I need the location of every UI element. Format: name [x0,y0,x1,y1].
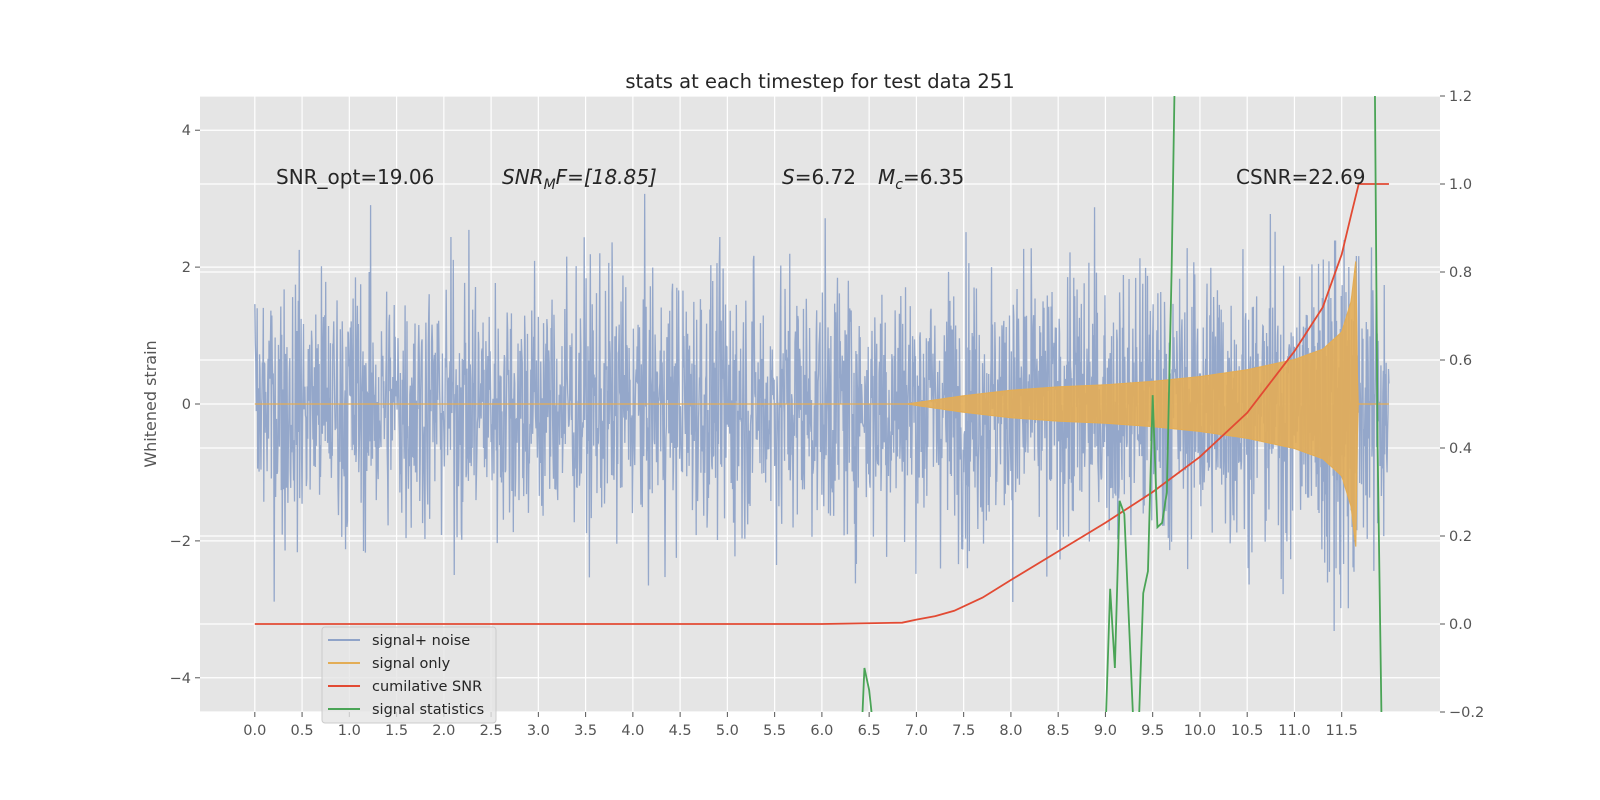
legend-label-cumulative-snr: cumilative SNR [372,679,482,695]
x-tick-label: 10.5 [1231,723,1263,739]
y-tick-label: 0 [182,397,191,413]
y-axis-left: 4 2 0 −2 −4 [170,123,200,687]
annotation-snr-mf: SNRMF=[18.85] [502,165,657,193]
x-tick-label: 1.5 [385,723,408,739]
x-tick-label: 7.5 [952,723,975,739]
s-symbol: S [782,165,795,189]
snr-mf-symbol: SNR [502,165,544,189]
y-tick-label: −2 [170,534,191,550]
legend: signal+ noise signal only cumilative SNR… [321,626,497,724]
x-tick-label: 3.0 [527,723,550,739]
x-tick-label: 9.0 [1094,723,1117,739]
x-tick-label: 0.5 [291,723,314,739]
y2-tick-label: 0.0 [1449,617,1472,633]
x-tick-label: 1.0 [338,723,361,739]
y-axis-label: Whitened strain [141,340,160,467]
chart-title: stats at each timestep for test data 251 [625,70,1014,93]
x-tick-label: 2.5 [480,723,503,739]
y-axis-right: 1.2 1.0 0.8 0.6 0.4 0.2 0.0 −0.2 [1440,89,1484,721]
y-tick-label: 2 [182,260,191,276]
x-tick-label: 8.0 [999,723,1022,739]
y2-tick-label: 0.6 [1449,353,1472,369]
y2-tick-label: 0.4 [1449,441,1472,457]
series-signal-statistics [861,96,1383,712]
x-tick-label: 5.5 [763,723,786,739]
x-tick-label: 2.0 [432,723,455,739]
y2-tick-label: 1.2 [1449,89,1472,105]
mc-value: =6.35 [903,165,964,189]
legend-box [321,626,497,724]
annotation-mc: Mc=6.35 [878,165,964,193]
x-tick-label: 8.5 [1047,723,1070,739]
x-tick-label: 4.0 [621,723,644,739]
x-tick-label: 11.0 [1278,723,1310,739]
x-tick-label: 10.0 [1184,723,1216,739]
x-tick-label: 7.0 [905,723,928,739]
legend-label-signal-noise: signal+ noise [372,633,470,649]
x-tick-label: 11.5 [1326,723,1358,739]
x-tick-label: 6.0 [810,723,833,739]
series-layer [254,96,1390,712]
series-cumulative-snr [254,183,1389,625]
y2-tick-label: 1.0 [1449,177,1472,193]
annotation-snr-opt: SNR_opt=19.06 [276,165,434,189]
mc-subscript: c [895,177,903,193]
legend-label-signal-only: signal only [372,656,451,672]
y-tick-label: −4 [170,671,191,687]
x-tick-label: 9.5 [1141,723,1164,739]
annotation-s: S=6.72 [782,165,856,189]
x-tick-label: 3.5 [574,723,597,739]
x-axis: 0.0 0.5 1.0 1.5 2.0 2.5 3.0 3.5 4.0 4.5 5.0 5.5 6.0 6… [243,712,1358,739]
snr-mf-value: F=[18.85] [556,165,657,189]
series-signal-plus-noise [254,193,1390,631]
x-tick-label: 0.0 [243,723,266,739]
annotation-csnr: CSNR=22.69 [1236,165,1366,189]
x-tick-label: 6.5 [858,723,881,739]
y-tick-label: 4 [182,123,191,139]
y2-tick-label: −0.2 [1449,705,1484,721]
snr-mf-subscript: M [544,177,556,193]
legend-label-signal-statistics: signal statistics [372,702,484,718]
y2-tick-label: 0.8 [1449,265,1472,281]
y2-tick-label: 0.2 [1449,529,1472,545]
x-tick-label: 5.0 [716,723,739,739]
series-signal-only [254,261,1389,547]
s-value: =6.72 [795,165,856,189]
x-tick-label: 4.5 [669,723,692,739]
mc-symbol: M [878,165,895,189]
